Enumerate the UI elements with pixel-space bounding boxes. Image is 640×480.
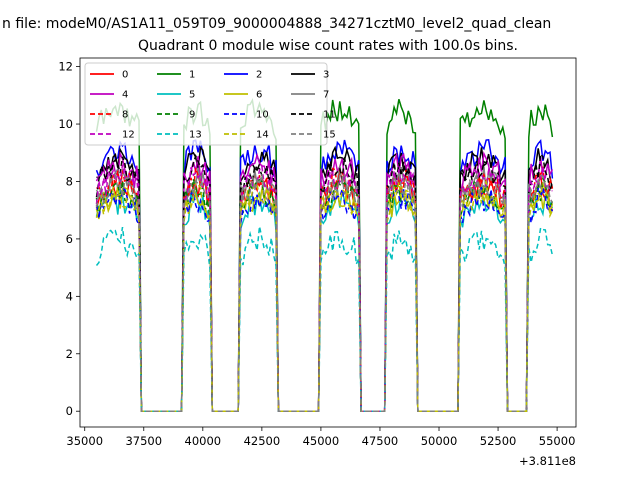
legend-label-2: 2 xyxy=(256,70,262,81)
chart-title: Quadrant 0 module wise count rates with … xyxy=(138,38,518,54)
series-line-6 xyxy=(95,184,554,412)
x-tick-label: 35000 xyxy=(66,434,103,448)
legend-label-1: 1 xyxy=(189,70,195,81)
legend-label-0: 0 xyxy=(122,70,128,81)
y-tick-label: 4 xyxy=(66,289,73,303)
legend-label-4: 4 xyxy=(122,90,128,101)
x-tick-label: 37500 xyxy=(125,434,162,448)
legend-label-6: 6 xyxy=(256,90,262,101)
y-tick-label: 8 xyxy=(66,174,73,188)
x-tick-label: 55000 xyxy=(539,434,576,448)
series-line-2 xyxy=(95,138,554,412)
legend-label-15: 15 xyxy=(323,130,336,141)
legend-label-11: 11 xyxy=(323,110,336,121)
legend-box xyxy=(84,62,328,146)
x-tick-label: 52500 xyxy=(480,434,517,448)
plot-area-frame xyxy=(79,57,577,428)
legend-label-14: 14 xyxy=(256,130,269,141)
x-tick-label: 40000 xyxy=(185,434,222,448)
file-title: n file: modeM0/AS1A11_059T09_9000004888_… xyxy=(2,16,551,32)
y-tick-label: 12 xyxy=(58,60,73,74)
legend-label-10: 10 xyxy=(256,110,269,121)
y-axis: 0 2 4 6 8 10 12 xyxy=(58,60,80,418)
legend-label-5: 5 xyxy=(189,90,195,101)
series-line-9 xyxy=(95,176,554,412)
y-tick-label: 0 xyxy=(66,404,73,418)
legend-label-9: 9 xyxy=(189,110,195,121)
series-line-15 xyxy=(95,171,554,412)
y-tick-label: 6 xyxy=(66,232,73,246)
legend-label-3: 3 xyxy=(323,70,329,81)
x-tick-label: 42500 xyxy=(244,434,281,448)
series-line-13 xyxy=(95,226,554,412)
legend-label-13: 13 xyxy=(189,130,202,141)
x-tick-label: 45000 xyxy=(303,434,340,448)
legend-label-12: 12 xyxy=(122,130,135,141)
series-layer xyxy=(95,97,554,412)
x-tick-label: 50000 xyxy=(421,434,458,448)
y-tick-label: 2 xyxy=(66,347,73,361)
legend-label-7: 7 xyxy=(323,90,329,101)
x-offset-label: +3.811e8 xyxy=(519,454,576,468)
legend-label-8: 8 xyxy=(122,110,128,121)
series-line-5 xyxy=(95,189,554,412)
x-axis: 35000 37500 40000 42500 45000 47500 50000 52500… xyxy=(66,427,575,448)
y-tick-label: 10 xyxy=(58,117,73,131)
x-tick-label: 47500 xyxy=(362,434,399,448)
